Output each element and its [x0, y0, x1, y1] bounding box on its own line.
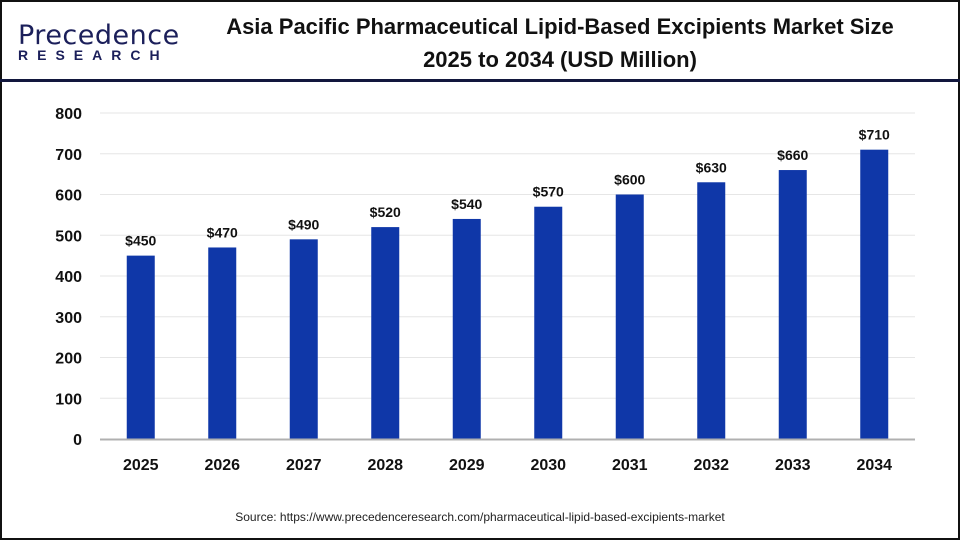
header-divider: [0, 79, 960, 82]
y-tick-label: 300: [55, 310, 82, 327]
bar-2029: [452, 218, 481, 439]
x-tick-label: 2025: [123, 457, 159, 474]
logo: Precedence RESEARCH: [18, 20, 180, 63]
x-tick-label: 2028: [367, 457, 403, 474]
bar-2033: [778, 170, 807, 440]
bar-2028: [371, 227, 400, 439]
x-tick-label: 2030: [530, 457, 566, 474]
x-tick-label: 2032: [693, 457, 729, 474]
title-line-2: 2025 to 2034 (USD Million): [423, 47, 697, 72]
bar-2034: [860, 149, 889, 440]
bar-2027: [289, 239, 318, 439]
bar-2030: [534, 206, 563, 439]
x-tick-label: 2033: [775, 457, 811, 474]
data-label: $490: [288, 216, 319, 232]
y-tick-label: 800: [55, 106, 82, 123]
y-tick-label: 500: [55, 228, 82, 245]
x-tick-label: 2027: [286, 457, 322, 474]
bar-2025: [126, 255, 155, 439]
logo-main-text: Precedence: [18, 20, 180, 51]
bar-2031: [615, 194, 644, 439]
x-tick-label: 2034: [856, 457, 892, 474]
source-text: Source: https://www.precedenceresearch.c…: [235, 510, 725, 524]
bar-2032: [697, 182, 726, 439]
bar-2026: [208, 247, 237, 439]
data-label: $570: [533, 184, 564, 200]
data-label: $520: [370, 204, 401, 220]
y-tick-label: 0: [73, 432, 82, 449]
data-label: $710: [859, 127, 890, 143]
logo-sub-text: RESEARCH: [18, 47, 169, 63]
title-line-1: Asia Pacific Pharmaceutical Lipid-Based …: [226, 14, 894, 39]
data-label: $540: [451, 196, 482, 212]
y-tick-label: 700: [55, 147, 82, 164]
x-tick-label: 2029: [449, 457, 485, 474]
data-label: $660: [777, 147, 808, 163]
data-label: $600: [614, 172, 645, 188]
data-label: $470: [207, 224, 238, 240]
x-tick-label: 2031: [612, 457, 648, 474]
chart-title: Asia Pacific Pharmaceutical Lipid-Based …: [180, 10, 940, 76]
x-tick-label: 2026: [204, 457, 240, 474]
data-label: $450: [125, 233, 156, 249]
data-label: $630: [696, 159, 727, 175]
y-tick-label: 100: [55, 391, 82, 408]
y-tick-label: 600: [55, 188, 82, 205]
y-tick-label: 400: [55, 269, 82, 286]
y-tick-label: 200: [55, 351, 82, 368]
